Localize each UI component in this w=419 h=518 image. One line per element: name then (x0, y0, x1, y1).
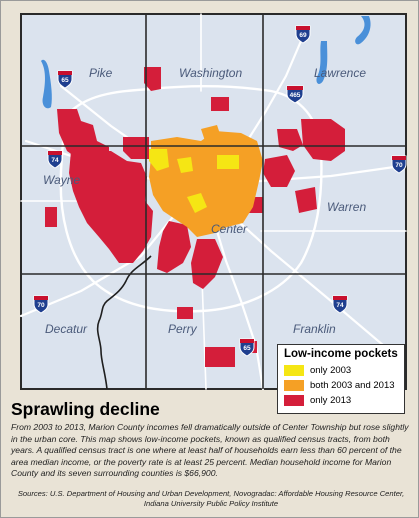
tract-only-2003 (217, 155, 239, 169)
shield-number: 69 (299, 32, 307, 39)
sources-note: Sources: U.S. Department of Housing and … (17, 489, 405, 508)
shield-number: 74 (51, 157, 59, 164)
interstate-74-southeast (214, 199, 398, 358)
interstate-shield-icon (391, 155, 407, 174)
interstate-shield-top (333, 296, 347, 300)
tract-only-2013 (177, 307, 193, 319)
township-label-pike: Pike (89, 66, 113, 80)
map-legend: Low-income pockets only 2003 both 2003 a… (277, 344, 405, 414)
shield-number: 465 (290, 92, 301, 99)
tract-only-2013 (144, 67, 161, 91)
township-label-decatur: Decatur (45, 322, 88, 336)
reservoir-water (355, 16, 371, 45)
marion-county-map: Pike Washington Lawrence Wayne Center Wa… (1, 1, 418, 396)
interstate-shield-top (296, 26, 310, 30)
tract-only-2003 (149, 149, 169, 171)
legend-swatch (284, 365, 304, 376)
legend-item-only-2013: only 2013 (284, 393, 398, 408)
tract-only-2013 (211, 97, 229, 111)
township-label-franklin: Franklin (293, 322, 336, 336)
interstate-70-west-shield: 70 (33, 295, 49, 314)
interstate-shield-icon (57, 70, 73, 89)
shield-number: 70 (395, 162, 403, 169)
legend-label: both 2003 and 2013 (310, 380, 395, 391)
interstate-shield-top (240, 339, 254, 343)
interstate-65-south (209, 209, 265, 391)
tract-only-2013 (69, 151, 153, 263)
tract-only-2013 (45, 207, 57, 227)
legend-item-both-years: both 2003 and 2013 (284, 378, 398, 393)
interstate-465-shield: 465 (286, 85, 304, 104)
interstate-74-southeast-shield: 74 (332, 295, 348, 314)
shield-number: 74 (336, 302, 344, 309)
township-label-lawrence: Lawrence (314, 66, 366, 80)
township-label-center: Center (211, 222, 248, 236)
tract-only-2003 (187, 193, 207, 213)
interstate-shield-icon (295, 25, 311, 44)
legend-title: Low-income pockets (284, 348, 398, 360)
shield-number: 65 (243, 345, 251, 352)
legend-swatch (284, 380, 304, 391)
tracts-only-2013 (45, 67, 345, 367)
interstate-shield-icon (47, 150, 63, 169)
interstate-shield-top (58, 71, 72, 75)
township-label-perry: Perry (168, 322, 198, 336)
township-label-washington: Washington (179, 66, 242, 80)
tract-only-2013 (301, 119, 345, 161)
interstate-shield-top (48, 151, 62, 155)
river-water (316, 41, 328, 84)
lake-water (41, 59, 52, 109)
township-label-wayne: Wayne (43, 173, 80, 187)
interstate-shield-icon (286, 85, 304, 104)
interstate-shield-icon (239, 338, 255, 357)
interstate-70-east-shield: 70 (391, 155, 407, 174)
tract-only-2013 (205, 347, 235, 367)
tract-both-years (201, 125, 221, 141)
tract-only-2013 (295, 187, 317, 213)
interstate-65-north-shield: 65 (57, 70, 73, 89)
tract-only-2013 (263, 155, 295, 187)
headline: Sprawling decline (11, 399, 160, 419)
township-label-warren: Warren (327, 200, 366, 214)
tract-only-2013 (123, 137, 149, 159)
tract-only-2003 (177, 157, 193, 173)
legend-swatch (284, 395, 304, 406)
legend-label: only 2013 (310, 395, 352, 406)
tract-only-2013 (157, 221, 191, 273)
interstate-shield-top (34, 296, 48, 300)
tract-only-2013 (191, 239, 223, 289)
interstate-shield-top (392, 156, 406, 160)
interstate-69-shield: 69 (295, 25, 311, 44)
interstate-74-northwest-shield: 74 (47, 150, 63, 169)
interstate-65-south-shield: 65 (239, 338, 255, 357)
shield-number: 70 (37, 302, 45, 309)
interstate-shield-icon (33, 295, 49, 314)
interstate-shield-top (287, 86, 303, 90)
white-river (96, 255, 152, 390)
legend-label: only 2003 (310, 365, 352, 376)
legend-item-only-2003: only 2003 (284, 363, 398, 378)
interstate-465-loop (59, 85, 323, 313)
tracts-only-2003 (149, 149, 239, 213)
township-borders (20, 14, 406, 389)
shield-number: 65 (61, 77, 69, 84)
interstate-shield-icon (332, 295, 348, 314)
body-text: From 2003 to 2013, Marion County incomes… (11, 422, 409, 478)
